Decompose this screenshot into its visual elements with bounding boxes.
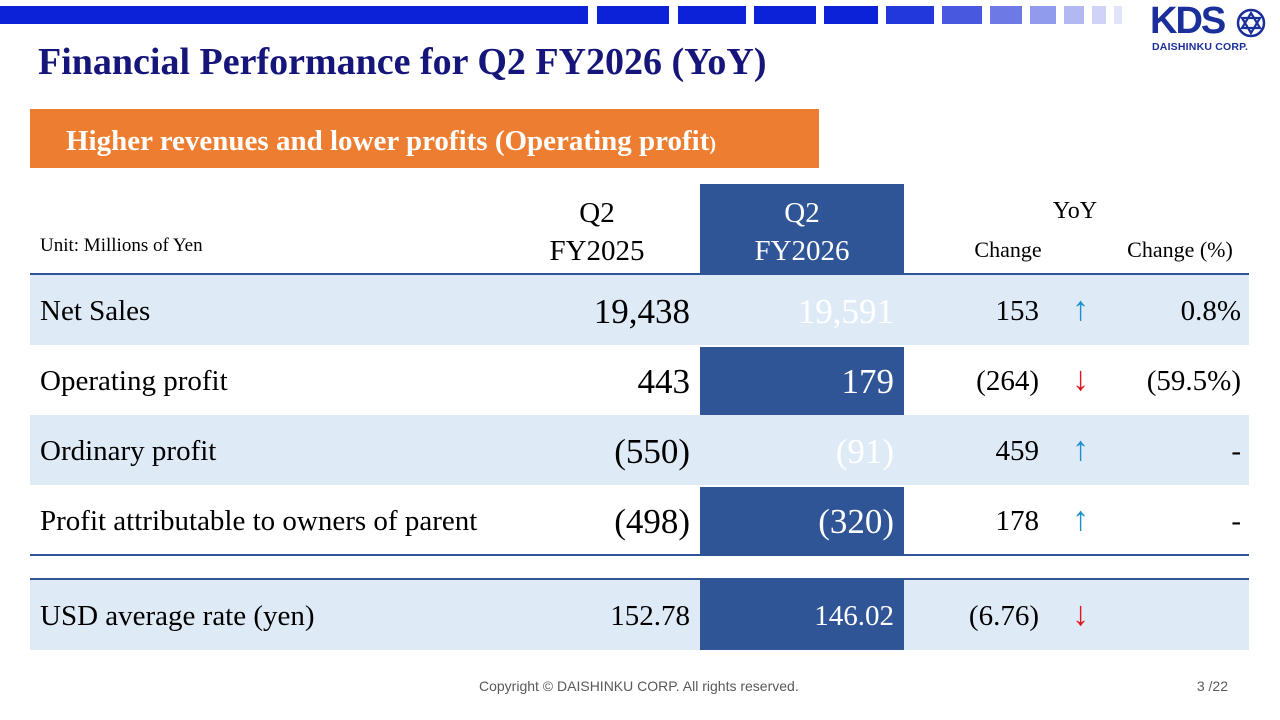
- change-value: (6.76): [968, 600, 1039, 632]
- prev-value: 19,438: [593, 292, 690, 331]
- row-label: Ordinary profit: [40, 435, 217, 467]
- rate-current-cell-bg: [700, 580, 904, 650]
- current-value: (91): [835, 432, 894, 471]
- header-rule: [30, 273, 1249, 275]
- change-percent: -: [1231, 505, 1241, 537]
- summary-banner: Higher revenues and lower profits (Opera…: [30, 109, 819, 168]
- top-bar-segment: [942, 6, 982, 24]
- company-logo: KDS DAISHINKU CORP.: [1150, 0, 1268, 54]
- arrow-up-icon: ↑: [1072, 431, 1089, 468]
- logo-mark-icon: [1236, 8, 1266, 38]
- row-label: USD average rate (yen): [40, 600, 315, 632]
- arrow-up-icon: ↑: [1072, 291, 1089, 328]
- prev-value: (550): [614, 432, 690, 471]
- arrow-down-icon: ↓: [1072, 361, 1089, 398]
- header-yoy: YoY: [1052, 198, 1098, 224]
- header-change-pct: Change (%): [1127, 237, 1233, 262]
- current-value: (320): [818, 502, 894, 541]
- top-bar-segment: [0, 6, 588, 24]
- current-value: 179: [841, 362, 895, 401]
- change-percent: 0.8%: [1180, 295, 1241, 327]
- prev-value: 152.78: [610, 600, 690, 632]
- unit-label: Unit: Millions of Yen: [40, 235, 203, 256]
- header-curr-line1: Q2: [784, 197, 820, 229]
- copyright-footer: Copyright © DAISHINKU CORP. All rights r…: [479, 678, 799, 694]
- top-bar-segment: [1114, 6, 1122, 24]
- change-value: 459: [995, 435, 1040, 467]
- top-bar-segment: [824, 6, 878, 24]
- banner-text: Higher revenues and lower profits (Opera…: [66, 125, 716, 158]
- change-value: 153: [995, 295, 1040, 327]
- header-current-period: Q2 FY2026: [700, 194, 904, 270]
- row-label: Net Sales: [40, 295, 151, 327]
- rate-section-rule: [30, 578, 1249, 580]
- table-row: Operating profit 443 179 (264) ↓ (59.5%): [30, 345, 1249, 417]
- prev-value: 443: [637, 362, 691, 401]
- arrow-up-icon: ↑: [1072, 501, 1089, 538]
- table-row: Net Sales 19,438 19,591 153 ↑ 0.8%: [30, 275, 1249, 347]
- rate-current-value: 146.02: [814, 600, 894, 632]
- top-bar-segment: [754, 6, 816, 24]
- page-number: 3 /22: [1196, 678, 1228, 694]
- logo-subtext: DAISHINKU CORP.: [1152, 41, 1249, 53]
- top-bar-segment: [1030, 6, 1056, 24]
- arrow-down-icon: ↓: [1072, 596, 1089, 633]
- current-value: 19,591: [797, 292, 894, 331]
- top-bar-segment: [886, 6, 934, 24]
- change-value: 178: [995, 505, 1040, 537]
- page-title: Financial Performance for Q2 FY2026 (YoY…: [38, 41, 767, 83]
- table-row-rate: USD average rate (yen) 152.78 146.02 (6.…: [30, 580, 1249, 650]
- banner-suffix: ): [709, 133, 717, 155]
- header-prev-line1: Q2: [579, 197, 615, 229]
- header-prev-period: Q2 FY2025: [497, 194, 697, 270]
- table-bottom-rule: [30, 554, 1249, 556]
- prev-value: (498): [614, 502, 690, 541]
- header-change: Change: [974, 237, 1042, 262]
- change-percent: (59.5%): [1146, 365, 1241, 397]
- table-row: Profit attributable to owners of parent …: [30, 485, 1249, 555]
- logo-text: KDS: [1150, 0, 1226, 42]
- row-label: Operating profit: [40, 365, 228, 397]
- change-value: (264): [976, 365, 1039, 397]
- banner-main-text: Higher revenues and lower profits (Opera…: [66, 125, 710, 157]
- top-bar-segment: [678, 6, 746, 24]
- header-curr-line2: FY2026: [754, 235, 850, 267]
- row-label: Profit attributable to owners of parent: [40, 505, 478, 537]
- top-bar-segment: [597, 6, 669, 24]
- current-period-column-highlight: [700, 184, 904, 556]
- top-bar-segment: [990, 6, 1022, 24]
- header-prev-line2: FY2025: [549, 235, 645, 267]
- top-bar-segment: [1064, 6, 1084, 24]
- table-row: Ordinary profit (550) (91) 459 ↑ -: [30, 415, 1249, 487]
- change-percent: -: [1231, 435, 1241, 467]
- top-bar-segment: [1092, 6, 1106, 24]
